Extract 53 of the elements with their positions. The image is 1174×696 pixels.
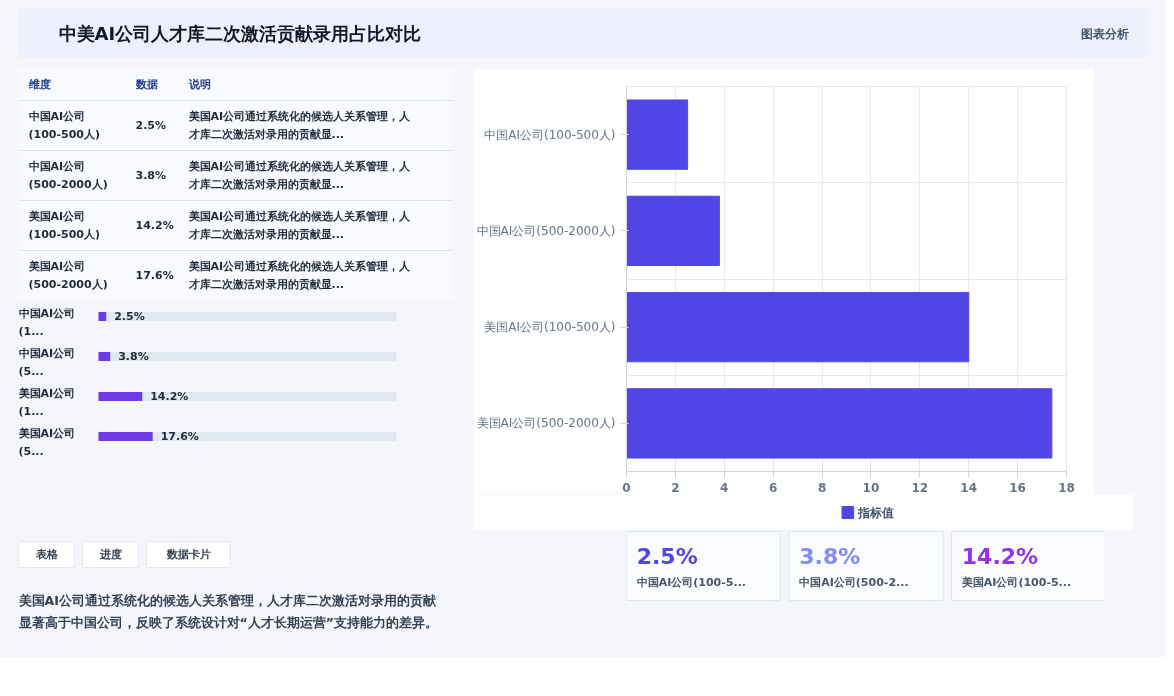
text: 2.5% [135,119,167,132]
text: 3.8% [799,544,861,569]
bar [98,352,111,361]
data-label: 3.8% [118,350,149,363]
x-tick-label: 12 [911,480,929,495]
category-label: 数据卡片 [165,548,211,561]
text: 图表分析 [1080,26,1129,41]
y-tick-label: 中国AI公司(5... [18,346,76,379]
data-label: 14.2% [150,390,189,403]
y-tick-label: 中国AI公司(100-500人) [484,127,616,142]
bar [98,432,153,441]
x-tick-label: 4 [720,480,729,495]
x-tick-label: 0 [622,480,631,495]
x-tick-label: 16 [1009,480,1026,495]
y-tick-label: 美国AI公司(1... [17,386,76,419]
category-label: 美国AI公司(100-5... [960,576,1072,589]
bar [626,388,1053,459]
legend-label: 指标值 [857,505,895,520]
text: 说明 [187,78,211,91]
category-label: 表格 [34,548,59,561]
text: 美国AI公司通过系统化的候选人关系管理，人才库二次激活对录用的贡献显... [187,259,412,292]
y-tick-label: 中国AI公司(500-2000人) [476,223,616,238]
text: 美国AI公司通过系统化的候选人关系管理，人才库二次激活对录用的贡献显... [187,209,412,242]
data-label: 17.6% [160,430,199,443]
text: 14.2% [135,219,174,232]
text: 中美AI公司人才库二次激活贡献录用占比对比 [58,23,422,44]
x-tick-label: 8 [817,480,827,495]
x-tick-label: 10 [862,480,880,495]
x-tick-label: 18 [1058,480,1075,495]
data-label: 2.5% [114,310,145,323]
text: 14.2% [961,544,1039,569]
bar [626,195,720,267]
x-tick-label: 14 [960,480,978,495]
text: 维度 [27,78,51,91]
y-tick-label: 美国AI公司(100-500人) [484,320,616,335]
bar [98,312,107,321]
bar [626,291,970,363]
text: 美国AI公司通过系统化的候选人关系管理，人才库二次激活对录用的贡献显著高于中国公司，反映了系统设计对“人才长期运营”支持能力的差异。 [17,593,438,630]
category-label: 中国AI公司(100-5... [636,576,747,589]
bar [98,392,143,401]
bar [626,99,689,170]
category-label: 进度 [98,548,122,561]
y-tick-label: 美国AI公司(500-2000人) [476,416,616,431]
text: 3.8% [135,169,167,182]
text: 美国AI公司通过系统化的候选人关系管理，人才库二次激活对录用的贡献显... [187,109,412,142]
category-label: 中国AI公司(500-2... [799,576,909,589]
text: 2.5% [636,544,698,569]
text: 美国AI公司通过系统化的候选人关系管理，人才库二次激活对录用的贡献显... [187,159,412,192]
x-tick-label: 6 [768,480,778,495]
text: 数据 [134,78,158,91]
x-tick-label: 2 [671,480,680,495]
text: 17.6% [135,269,174,282]
y-tick-label: 美国AI公司(5... [17,426,76,459]
